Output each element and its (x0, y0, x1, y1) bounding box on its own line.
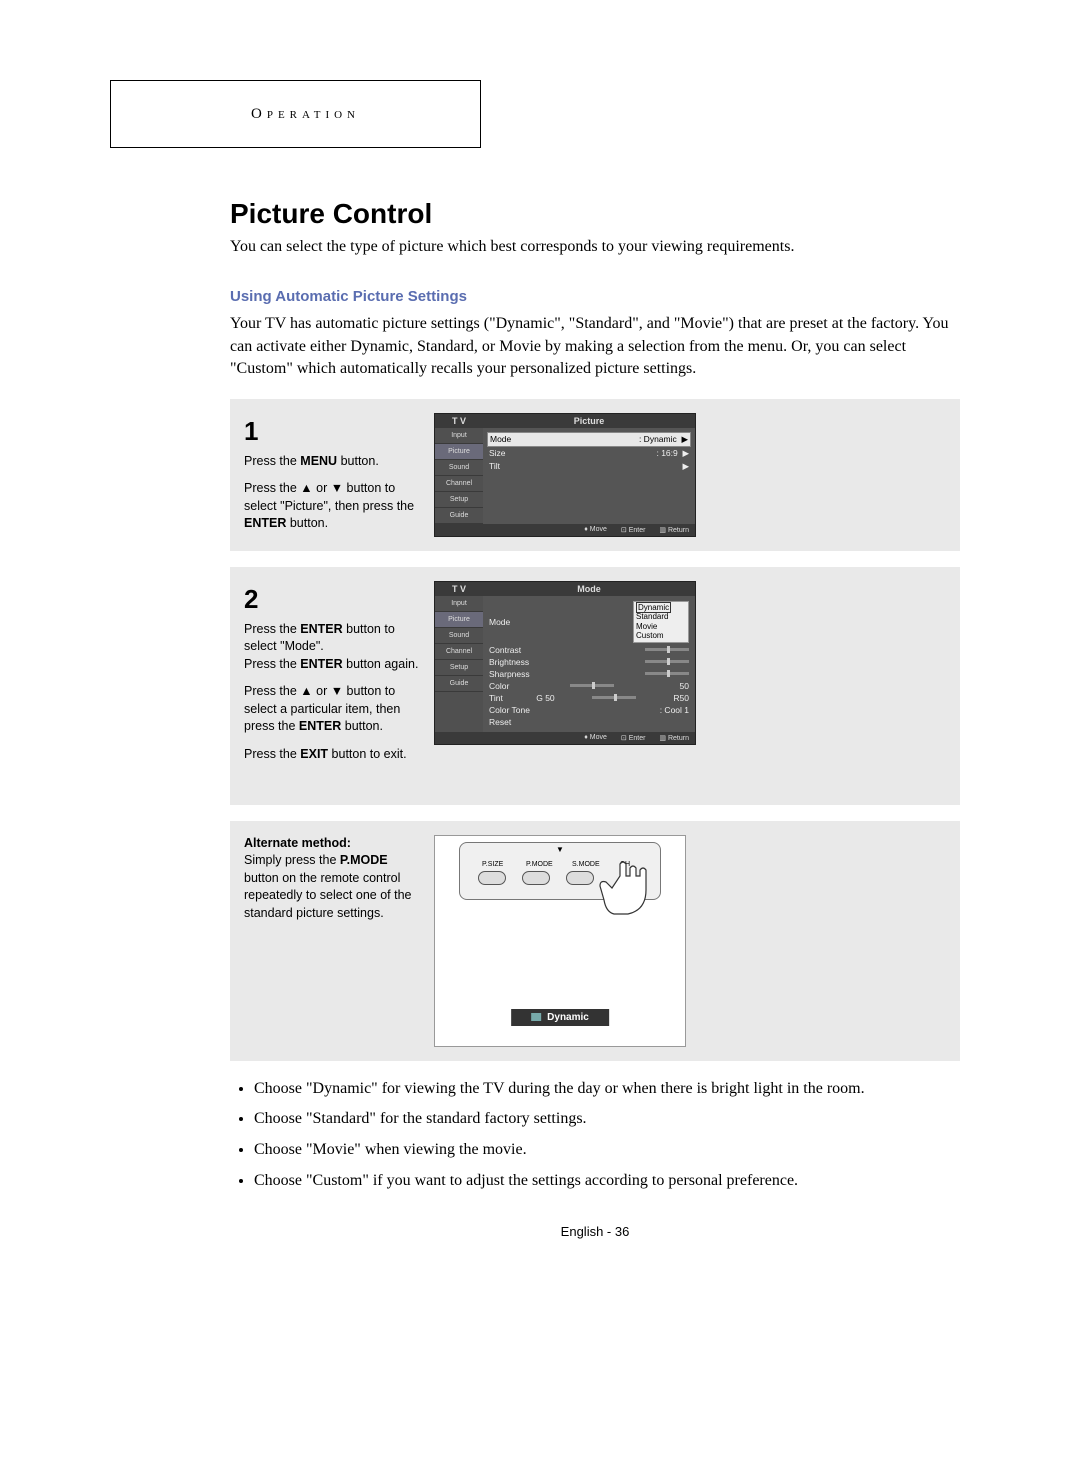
alt-text: Alternate method: Simply press the P.MOD… (244, 835, 424, 1047)
alt-body: Simply press the P.MODE button on the re… (244, 852, 424, 922)
tip-custom: Choose "Custom" if you want to adjust th… (254, 1169, 960, 1194)
remote-label-ch: CH (620, 861, 630, 868)
tip-dynamic: Choose "Dynamic" for viewing the TV duri… (254, 1077, 960, 1102)
osd-footer-move: ♦ Move (584, 526, 607, 534)
osd-footer-move: ♦ Move (584, 734, 607, 742)
step-1-text: 1 Press the MENU button.Press the ▲ or ▼… (244, 413, 424, 537)
body-paragraph: Your TV has automatic picture settings (… (230, 313, 960, 380)
osd-mode: T V Mode InputPictureSoundChannelSetupGu… (434, 581, 696, 745)
osd-picture: T V Picture InputPictureSoundChannelSetu… (434, 413, 696, 537)
section-header: Operation (251, 106, 360, 122)
osd-sidebar: InputPictureSoundChannelSetupGuide (435, 596, 483, 732)
alternate-method: Alternate method: Simply press the P.MOD… (230, 821, 960, 1061)
osd-footer: ♦ Move ⊡ Enter ▥ Return (435, 524, 695, 536)
osd-main: ModeDynamicStandardMovieCustomContrastBr… (483, 596, 695, 732)
step-2-instructions: Press the ENTER button to select "Mode".… (244, 621, 424, 764)
osd-footer-return: ▥ Return (659, 526, 689, 534)
step-2-number: 2 (244, 581, 424, 617)
osd-footer-return: ▥ Return (659, 734, 689, 742)
pmode-badge: Dynamic (511, 1009, 609, 1026)
badge-icon (531, 1013, 541, 1021)
remote-label-pmode: P.MODE (526, 861, 553, 868)
osd-header-tv: T V (435, 414, 483, 428)
osd-main: Mode: Dynamic ▶Size: 16:9 ▶Tilt ▶ (483, 428, 695, 524)
osd-body: InputPictureSoundChannelSetupGuide ModeD… (435, 596, 695, 732)
page: Operation Picture Control You can select… (0, 0, 1080, 1279)
remote-button-smode (566, 871, 594, 885)
remote-illustration: ▼ P.SIZE P.MODE S.MODE CH Dynamic (434, 835, 686, 1047)
osd-header-title: Picture (483, 414, 695, 428)
step-1-osd: T V Picture InputPictureSoundChannelSetu… (424, 413, 946, 537)
osd-sidebar: InputPictureSoundChannelSetupGuide (435, 428, 483, 524)
page-title: Picture Control (230, 198, 960, 230)
alt-remote: ▼ P.SIZE P.MODE S.MODE CH Dynamic (424, 835, 946, 1047)
section-header-box: Operation (110, 80, 481, 148)
step-1-instructions: Press the MENU button.Press the ▲ or ▼ b… (244, 453, 424, 533)
osd-header-title: Mode (483, 582, 695, 596)
osd-body: InputPictureSoundChannelSetupGuide Mode:… (435, 428, 695, 524)
osd-footer: ♦ Move ⊡ Enter ▥ Return (435, 732, 695, 744)
osd-header: T V Mode (435, 582, 695, 596)
content-area: Picture Control You can select the type … (230, 198, 960, 1239)
remote-label-smode: S.MODE (572, 861, 600, 868)
osd-footer-enter: ⊡ Enter (621, 734, 646, 742)
remote-label-psize: P.SIZE (482, 861, 503, 868)
alt-heading: Alternate method: (244, 835, 424, 853)
osd-footer-enter: ⊡ Enter (621, 526, 646, 534)
osd-header-tv: T V (435, 582, 483, 596)
step-1: 1 Press the MENU button.Press the ▲ or ▼… (230, 399, 960, 551)
step-2-text: 2 Press the ENTER button to select "Mode… (244, 581, 424, 791)
remote-button-psize (478, 871, 506, 885)
remote-top: ▼ P.SIZE P.MODE S.MODE CH (459, 842, 661, 900)
tips-list: Choose "Dynamic" for viewing the TV duri… (254, 1077, 960, 1194)
osd-header: T V Picture (435, 414, 695, 428)
down-arrow-icon: ▼ (556, 845, 564, 854)
step-2: 2 Press the ENTER button to select "Mode… (230, 567, 960, 805)
tip-movie: Choose "Movie" when viewing the movie. (254, 1138, 960, 1163)
badge-label: Dynamic (547, 1012, 589, 1023)
step-2-osd: T V Mode InputPictureSoundChannelSetupGu… (424, 581, 946, 791)
page-footer: English - 36 (230, 1224, 960, 1239)
subheading: Using Automatic Picture Settings (230, 288, 960, 305)
intro-text: You can select the type of picture which… (230, 236, 960, 258)
step-1-number: 1 (244, 413, 424, 449)
tip-standard: Choose "Standard" for the standard facto… (254, 1107, 960, 1132)
remote-button-pmode (522, 871, 550, 885)
